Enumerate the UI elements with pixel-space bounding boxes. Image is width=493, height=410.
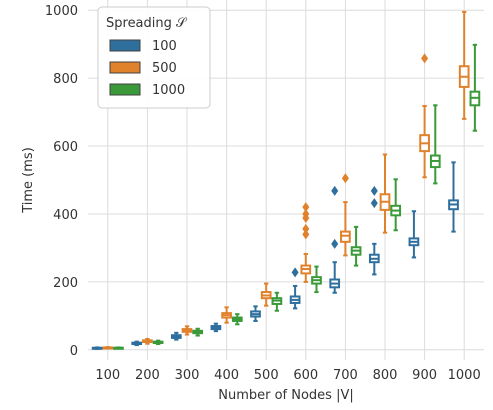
x-tick-label: 600	[293, 368, 318, 383]
outlier-point	[302, 208, 310, 219]
box	[91, 346, 103, 350]
box	[419, 53, 430, 179]
box	[260, 282, 272, 307]
outlier-point	[302, 223, 310, 234]
legend-entry-label: 1000	[152, 83, 185, 98]
x-tick-label: 1000	[448, 368, 481, 383]
box	[458, 10, 470, 120]
box	[181, 325, 193, 336]
box-iqr	[340, 230, 351, 243]
legend-entry-label: 100	[152, 39, 177, 54]
box	[102, 346, 114, 350]
outlier-point	[370, 198, 378, 209]
x-tick-label: 100	[95, 368, 120, 383]
y-tick-label: 600	[53, 140, 78, 155]
box	[210, 322, 222, 333]
outlier-point	[421, 53, 429, 64]
box	[350, 225, 362, 267]
box	[152, 339, 164, 346]
box	[329, 185, 341, 294]
x-tick-label: 400	[214, 368, 239, 383]
outlier-point	[331, 238, 339, 249]
box	[390, 178, 402, 232]
y-tick-label: 0	[70, 344, 78, 359]
legend-frame	[97, 6, 211, 109]
outlier-point	[302, 229, 310, 240]
y-axis-label: Time (ms)	[21, 147, 36, 214]
box	[448, 161, 459, 233]
x-tick-label: 200	[135, 368, 160, 383]
x-tick-label: 700	[333, 368, 358, 383]
box	[469, 43, 481, 132]
x-tick-label: 300	[175, 368, 200, 383]
y-tick-label: 200	[53, 276, 78, 291]
box	[192, 327, 204, 337]
box	[300, 202, 312, 283]
box	[221, 306, 232, 324]
y-tick-label: 800	[53, 72, 78, 87]
outlier-point	[331, 185, 339, 196]
outlier-point	[370, 185, 378, 196]
box	[231, 313, 243, 326]
x-axis-ticks: 100 200 300 400 500 600 700 800 900 1000	[95, 368, 480, 383]
box-series	[91, 10, 481, 350]
legend-title: Spreading 𝒮	[106, 16, 188, 31]
legend-swatch	[109, 83, 141, 96]
box	[271, 291, 283, 312]
x-tick-label: 800	[373, 368, 398, 383]
box	[408, 210, 420, 259]
box	[368, 185, 380, 276]
legend-swatch	[109, 61, 141, 74]
x-tick-label: 500	[254, 368, 279, 383]
outlier-point	[341, 173, 349, 184]
box	[142, 337, 153, 345]
box	[340, 173, 351, 257]
legend: Spreading 𝒮 100 500 1000	[97, 6, 211, 109]
box	[131, 340, 143, 347]
y-tick-label: 1000	[45, 4, 78, 19]
box	[311, 265, 322, 294]
outlier-point	[302, 202, 310, 213]
box	[379, 153, 391, 234]
legend-swatch	[109, 39, 141, 52]
y-axis-ticks: 0 200 400 600 800 1000	[45, 4, 78, 359]
box	[170, 331, 182, 341]
y-tick-label: 400	[53, 208, 78, 223]
x-axis-label: Number of Nodes |V|	[218, 388, 354, 403]
box	[250, 305, 261, 322]
box	[113, 346, 124, 350]
x-tick-label: 900	[412, 368, 437, 383]
outlier-point	[291, 267, 299, 278]
legend-entry-label: 500	[152, 61, 177, 76]
box	[289, 267, 301, 310]
box	[429, 104, 441, 185]
